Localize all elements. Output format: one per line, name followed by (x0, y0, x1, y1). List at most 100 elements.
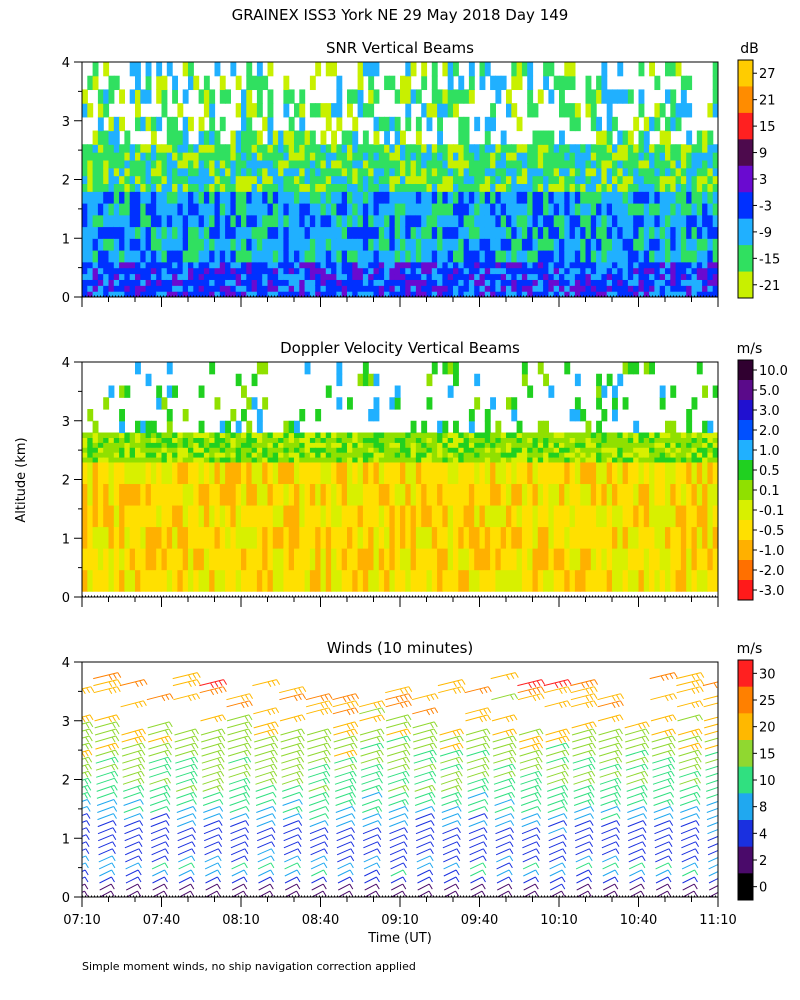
heatmap-cell (686, 203, 693, 216)
heatmap-cell (294, 130, 300, 145)
heatmap-cell (357, 373, 364, 387)
heatmap-cell (113, 504, 120, 528)
heatmap-cell (633, 167, 640, 177)
heatmap-cell (135, 461, 141, 485)
heatmap-cell (262, 167, 269, 177)
heatmap-cell (569, 483, 576, 506)
wind-barb (205, 876, 218, 884)
heatmap-cell (373, 238, 380, 251)
heatmap-cell (320, 183, 327, 192)
wind-barb-feather (353, 742, 358, 749)
heatmap-cell (490, 285, 496, 292)
heatmap-cell (368, 432, 375, 438)
heatmap-cell (368, 447, 375, 453)
heatmap-cell (124, 261, 131, 269)
heatmap-cell (140, 116, 147, 132)
heatmap-cell (267, 116, 274, 132)
heatmap-cell (659, 456, 666, 463)
heatmap-cell (246, 504, 253, 528)
heatmap-cell (378, 267, 385, 275)
heatmap-cell (156, 456, 163, 463)
heatmap-cell (315, 504, 322, 528)
heatmap-cell (230, 291, 237, 297)
heatmap-cell (590, 167, 597, 177)
heatmap-cell (585, 452, 592, 458)
heatmap-cell (495, 183, 502, 192)
heatmap-cell (172, 483, 178, 506)
wind-barb-feather (137, 883, 142, 890)
wind-barb-feather (85, 715, 90, 722)
heatmap-cell (537, 159, 544, 169)
heatmap-cell (241, 385, 247, 398)
heatmap-cell (458, 442, 465, 448)
heatmap-cell (246, 203, 253, 216)
heatmap-cell (129, 89, 136, 104)
heatmap-cell (627, 238, 634, 251)
heatmap-cell (341, 159, 348, 169)
heatmap-cell (532, 273, 539, 280)
heatmap-cell (479, 437, 486, 443)
heatmap-cell (686, 159, 693, 169)
heatmap-cell (500, 75, 507, 91)
heatmap-cell (262, 203, 269, 216)
heatmap-cell (447, 183, 454, 192)
heatmap-cell (580, 456, 587, 463)
wind-barb-feather (112, 680, 117, 686)
heatmap-cell (251, 152, 258, 161)
heatmap-cell (532, 226, 539, 239)
heatmap-cell (410, 159, 417, 169)
heatmap-cell (124, 226, 131, 239)
wind-barb (256, 813, 273, 821)
heatmap-cell (203, 103, 210, 118)
heatmap-cell (241, 167, 247, 177)
heatmap-cell (262, 447, 269, 453)
heatmap-cell (299, 89, 306, 104)
heatmap-cell (400, 279, 406, 286)
heatmap-cell (447, 461, 454, 485)
heatmap-cell (378, 526, 385, 549)
heatmap-cell (156, 116, 163, 132)
wind-barb-feather (89, 721, 94, 728)
heatmap-cell (712, 167, 718, 177)
wind-barb (125, 855, 139, 863)
heatmap-cell (564, 432, 571, 438)
heatmap-cell (521, 226, 528, 239)
heatmap-cell (161, 183, 168, 192)
heatmap-cell (235, 191, 242, 204)
heatmap-cell (182, 191, 189, 204)
heatmap-cell (511, 279, 518, 286)
heatmap-cell (124, 526, 131, 549)
heatmap-cell (574, 456, 581, 463)
heatmap-cell (686, 175, 693, 185)
heatmap-cell (543, 461, 549, 485)
heatmap-cell (230, 152, 237, 161)
heatmap-cell (537, 432, 544, 438)
heatmap-cell (352, 144, 359, 153)
heatmap-cell (675, 569, 682, 592)
heatmap-cell (670, 447, 677, 453)
wind-barb-feather (141, 763, 145, 770)
heatmap-cell (331, 569, 337, 592)
heatmap-cell (665, 285, 671, 292)
wind-barb-feather (219, 806, 224, 812)
heatmap-cell (564, 456, 571, 463)
wind-barb (257, 855, 272, 863)
heatmap-cell (373, 373, 380, 387)
heatmap-cell (288, 152, 295, 161)
heatmap-cell (627, 175, 634, 185)
heatmap-cell (490, 447, 496, 453)
heatmap-cell (490, 483, 496, 506)
heatmap-cell (543, 285, 549, 292)
heatmap-cell (606, 273, 613, 280)
heatmap-cell (606, 504, 613, 528)
wind-barb-feather (350, 743, 354, 750)
wind-barb-feather (243, 883, 248, 890)
heatmap-cell (686, 152, 693, 161)
heatmap-cell (421, 226, 428, 239)
heatmap-cell (198, 461, 205, 485)
heatmap-cell (643, 130, 650, 145)
heatmap-cell (82, 183, 88, 192)
heatmap-cell (702, 504, 708, 528)
heatmap-cell (585, 569, 592, 592)
heatmap-cell (400, 526, 406, 549)
